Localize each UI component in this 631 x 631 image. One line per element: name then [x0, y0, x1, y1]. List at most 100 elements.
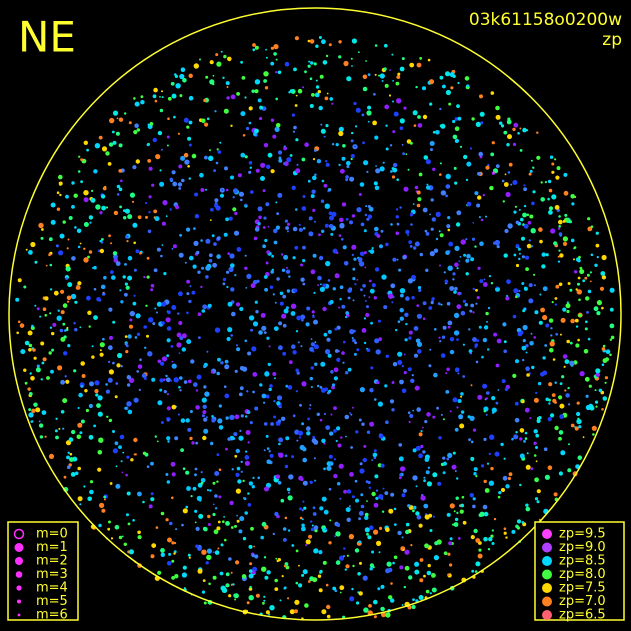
- star: [98, 437, 104, 443]
- star: [557, 255, 560, 258]
- star: [244, 254, 247, 257]
- star: [95, 393, 99, 397]
- star: [564, 359, 570, 364]
- star: [203, 601, 207, 605]
- star: [50, 369, 54, 374]
- star: [278, 345, 283, 351]
- star: [311, 310, 315, 314]
- star: [285, 226, 289, 230]
- star: [163, 272, 167, 276]
- star: [393, 555, 398, 560]
- star: [346, 489, 352, 494]
- star: [203, 527, 208, 532]
- star: [343, 261, 349, 266]
- star: [321, 438, 326, 443]
- star: [562, 219, 566, 223]
- star: [54, 429, 58, 433]
- star: [482, 282, 488, 287]
- star: [116, 184, 121, 189]
- star: [502, 200, 505, 203]
- star: [439, 233, 444, 238]
- star: [369, 388, 374, 393]
- star: [445, 89, 451, 96]
- star: [432, 415, 436, 419]
- star: [378, 494, 384, 500]
- star: [351, 495, 355, 499]
- star: [434, 541, 439, 546]
- star: [330, 413, 333, 416]
- star: [234, 454, 238, 458]
- star: [364, 300, 367, 302]
- star: [433, 248, 439, 253]
- star: [413, 353, 419, 358]
- star: [569, 360, 575, 366]
- star: [356, 207, 362, 213]
- star: [476, 296, 480, 300]
- star: [249, 585, 252, 589]
- star: [214, 550, 220, 555]
- star: [310, 269, 316, 275]
- star: [308, 216, 313, 221]
- star: [506, 143, 510, 147]
- star: [366, 500, 368, 502]
- star: [477, 394, 483, 400]
- star: [472, 428, 477, 432]
- star: [491, 396, 496, 401]
- star: [325, 425, 331, 430]
- star: [161, 301, 167, 307]
- star: [45, 264, 48, 267]
- star: [76, 228, 82, 234]
- star: [422, 114, 428, 120]
- star: [445, 390, 450, 394]
- star: [601, 254, 607, 261]
- star: [150, 283, 155, 288]
- star: [562, 307, 567, 312]
- star: [551, 393, 556, 397]
- star: [416, 190, 421, 195]
- star: [291, 455, 295, 459]
- star: [246, 273, 252, 279]
- star: [409, 245, 413, 248]
- star: [360, 288, 363, 292]
- star: [234, 369, 238, 373]
- star: [339, 591, 342, 594]
- star: [236, 519, 240, 523]
- star: [359, 462, 363, 466]
- star: [333, 429, 337, 433]
- star: [309, 77, 313, 80]
- star: [233, 230, 240, 236]
- star: [401, 493, 406, 498]
- star: [276, 395, 283, 401]
- star: [151, 543, 157, 548]
- star: [390, 492, 395, 497]
- star: [29, 372, 32, 375]
- star: [399, 118, 405, 124]
- star: [67, 451, 70, 454]
- star: [522, 358, 525, 362]
- star: [222, 277, 227, 282]
- star: [456, 477, 459, 480]
- star: [244, 203, 247, 206]
- star: [523, 307, 527, 311]
- star: [284, 454, 288, 458]
- star: [471, 117, 475, 121]
- star: [345, 178, 349, 182]
- star: [301, 381, 307, 387]
- star: [149, 122, 154, 126]
- star: [379, 166, 385, 172]
- star: [295, 330, 299, 333]
- star: [356, 348, 360, 352]
- star: [216, 236, 221, 241]
- star: [323, 135, 326, 138]
- star: [353, 352, 357, 356]
- star: [312, 253, 317, 258]
- star: [325, 124, 329, 128]
- star: [141, 373, 147, 379]
- star: [605, 349, 611, 355]
- star: [593, 306, 599, 312]
- star: [94, 389, 99, 394]
- star: [587, 289, 592, 294]
- star: [173, 377, 179, 383]
- star: [157, 130, 163, 136]
- star: [96, 403, 101, 408]
